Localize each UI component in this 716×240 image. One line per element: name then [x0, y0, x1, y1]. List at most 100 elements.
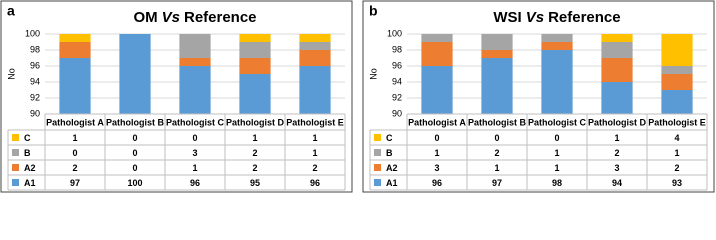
- panel-border: [362, 0, 715, 193]
- y-tick-label: 100: [25, 28, 40, 38]
- table-value: 3: [434, 163, 439, 173]
- table-value: 0: [192, 133, 197, 143]
- bar-segment: [601, 82, 633, 114]
- bar-segment: [299, 34, 331, 42]
- bar-segment: [601, 58, 633, 82]
- table-value: 4: [674, 133, 679, 143]
- y-tick-label: 96: [30, 60, 40, 70]
- bar-segment: [541, 34, 573, 42]
- table-value: 3: [192, 148, 197, 158]
- table-value: 2: [252, 163, 257, 173]
- title-part: Vs: [526, 9, 544, 26]
- bar-segment: [299, 66, 331, 114]
- bar-segment: [661, 90, 693, 114]
- legend-swatch: [12, 134, 19, 141]
- bar-segment: [59, 58, 91, 114]
- table-value: 2: [312, 163, 317, 173]
- legend-swatch: [12, 149, 19, 156]
- x-tick-label: Pathologist E: [648, 117, 706, 127]
- bar-segment: [481, 50, 513, 58]
- table-value: 0: [132, 163, 137, 173]
- x-tick-label: Pathologist C: [528, 117, 586, 127]
- chart-title: WSI Vs Reference: [493, 9, 620, 26]
- table-value: 0: [132, 148, 137, 158]
- bars: [59, 34, 331, 114]
- table-value: 100: [127, 178, 142, 188]
- table-value: 1: [312, 133, 317, 143]
- legend-label: B: [386, 148, 393, 158]
- y-tick-label: 100: [387, 28, 402, 38]
- y-tick-label: 92: [30, 92, 40, 102]
- bar-segment: [59, 34, 91, 42]
- bar-segment: [239, 34, 271, 42]
- legend-label: B: [24, 148, 31, 158]
- table-value: 96: [432, 178, 442, 188]
- legend-swatch: [374, 149, 381, 156]
- legend-swatch: [374, 179, 381, 186]
- table-value: 2: [614, 148, 619, 158]
- panel-border: [0, 0, 353, 193]
- x-tick-label: Pathologist E: [286, 117, 344, 127]
- bar-segment: [601, 42, 633, 58]
- legend-label: A1: [386, 178, 398, 188]
- bar-segment: [541, 42, 573, 50]
- legend-label: C: [386, 133, 393, 143]
- legend-label: A2: [386, 163, 398, 173]
- table-value: 2: [72, 163, 77, 173]
- table-value: 96: [190, 178, 200, 188]
- table-value: 3: [614, 163, 619, 173]
- table-value: 1: [554, 148, 559, 158]
- legend-swatch: [12, 164, 19, 171]
- title-part: Reference: [184, 9, 257, 26]
- y-tick-label: 92: [392, 92, 402, 102]
- x-tick-label: Pathologist B: [106, 117, 164, 127]
- bars: [421, 34, 693, 114]
- bar-segment: [179, 58, 211, 66]
- table-value: 1: [252, 133, 257, 143]
- table-value: 1: [674, 148, 679, 158]
- table-value: 1: [192, 163, 197, 173]
- table-value: 96: [310, 178, 320, 188]
- bar-segment: [421, 34, 453, 42]
- y-tick-label: 90: [392, 108, 402, 118]
- table-value: 98: [552, 178, 562, 188]
- bar-segment: [481, 34, 513, 50]
- bar-segment: [239, 42, 271, 58]
- y-axis-label: No: [6, 68, 16, 80]
- bar-segment: [421, 42, 453, 66]
- legend-label: A1: [24, 178, 36, 188]
- bar-segment: [299, 50, 331, 66]
- bar-segment: [481, 58, 513, 114]
- x-tick-label: Pathologist D: [588, 117, 646, 127]
- table-value: 95: [250, 178, 260, 188]
- table-value: 0: [494, 133, 499, 143]
- panel: a OM Vs ReferenceNo9092949698100Pathologist…: [0, 0, 353, 193]
- title-part: Vs: [162, 9, 180, 26]
- bar-segment: [179, 34, 211, 58]
- legend-label: C: [24, 133, 31, 143]
- table-value: 2: [674, 163, 679, 173]
- table-value: 0: [132, 133, 137, 143]
- table-value: 97: [70, 178, 80, 188]
- bar-segment: [119, 34, 151, 114]
- x-tick-label: Pathologist A: [408, 117, 466, 127]
- panel: b WSI Vs ReferenceNo9092949698100Pathologis…: [362, 0, 715, 193]
- bar-segment: [59, 42, 91, 58]
- y-axis-label: No: [368, 68, 378, 80]
- table-value: 0: [554, 133, 559, 143]
- table-value: 1: [312, 148, 317, 158]
- x-tick-label: Pathologist A: [46, 117, 104, 127]
- y-tick-label: 94: [392, 76, 402, 86]
- table-value: 1: [72, 133, 77, 143]
- legend-label: A2: [24, 163, 36, 173]
- y-tick-label: 98: [392, 44, 402, 54]
- bar-segment: [541, 50, 573, 114]
- x-tick-label: Pathologist B: [468, 117, 526, 127]
- table-value: 2: [252, 148, 257, 158]
- bar-segment: [661, 34, 693, 66]
- table-value: 94: [612, 178, 622, 188]
- title-part: Reference: [548, 9, 621, 26]
- table-value: 2: [494, 148, 499, 158]
- figure: a OM Vs ReferenceNo9092949698100Pathologist…: [0, 0, 715, 193]
- table-value: 1: [494, 163, 499, 173]
